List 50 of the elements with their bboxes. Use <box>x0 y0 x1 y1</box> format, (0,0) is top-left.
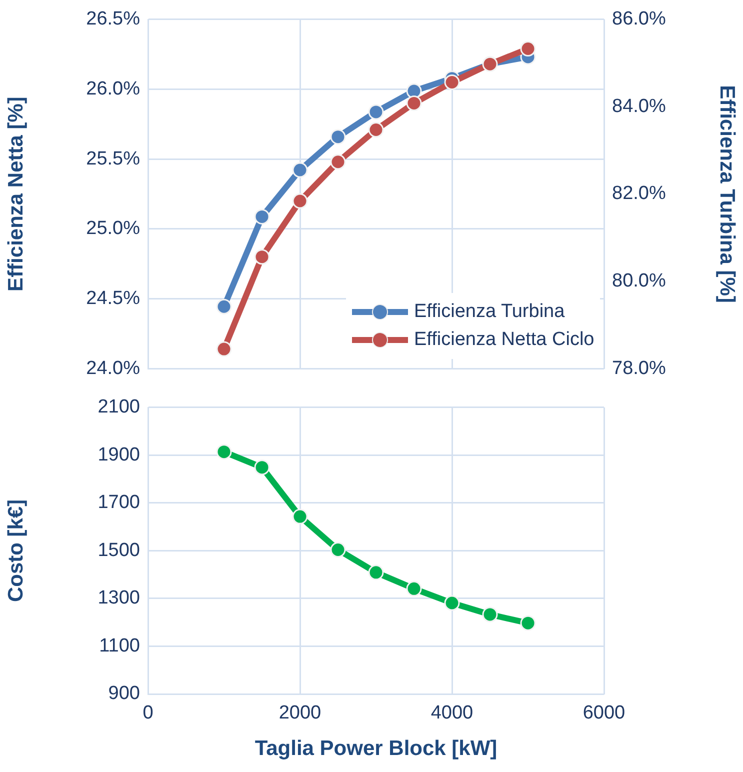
y2-axis-title: Efficienza Turbina [%] <box>716 85 739 303</box>
y-tick-label: 25.0% <box>86 218 140 240</box>
legend-label: Efficienza Netta Ciclo <box>414 328 594 351</box>
y-tick-label: 1700 <box>98 492 140 514</box>
point <box>330 542 346 558</box>
point <box>254 460 270 476</box>
point <box>216 341 232 357</box>
point <box>406 580 422 596</box>
y-tick-label: 2100 <box>98 396 140 418</box>
y-tick-label: 25.5% <box>86 148 140 170</box>
point <box>482 606 498 622</box>
y-tick-label: 26.0% <box>86 78 140 100</box>
y-tick-label: 1100 <box>99 635 140 656</box>
y2-tick-label: 80.0% <box>612 270 666 292</box>
x-axis-title: Taglia Power Block [kW] <box>254 737 498 760</box>
legend-label: Efficienza Turbina <box>414 300 565 323</box>
point <box>292 162 308 178</box>
point <box>444 595 460 611</box>
y2-tick-label: 86.0% <box>612 8 666 30</box>
y-axis-title: Efficienza Netta [%] <box>4 96 28 292</box>
y-tick-label: 1900 <box>98 444 140 466</box>
y-axis-title: Costo [k€] <box>4 499 28 602</box>
point <box>254 208 270 224</box>
y-tick-label: 1500 <box>98 540 140 561</box>
x-tick-label: 0 <box>142 702 154 724</box>
point <box>292 508 308 524</box>
point <box>368 122 384 138</box>
point <box>444 74 460 90</box>
y-tick-label: 24.5% <box>86 288 140 309</box>
y2-tick-label: 82.0% <box>612 183 666 204</box>
y-tick-label: 26.5% <box>86 8 140 30</box>
x-tick-label: 2000 <box>278 702 322 724</box>
point <box>216 298 232 314</box>
point <box>368 104 384 120</box>
x-tick-label: 6000 <box>582 702 626 724</box>
point <box>520 40 536 56</box>
y2-tick-label: 84.0% <box>612 96 666 117</box>
y2-tick-label: 78.0% <box>612 358 666 379</box>
point <box>330 129 346 145</box>
point <box>216 444 232 460</box>
point <box>292 193 308 209</box>
point <box>254 249 270 265</box>
y-tick-label: 1300 <box>98 588 140 609</box>
point <box>520 615 536 631</box>
point <box>330 154 346 170</box>
point <box>406 95 422 111</box>
point <box>368 564 384 580</box>
y-tick-label: 24.0% <box>86 358 140 379</box>
y-tick-label: 900 <box>108 683 140 704</box>
x-tick-label: 4000 <box>430 702 474 724</box>
